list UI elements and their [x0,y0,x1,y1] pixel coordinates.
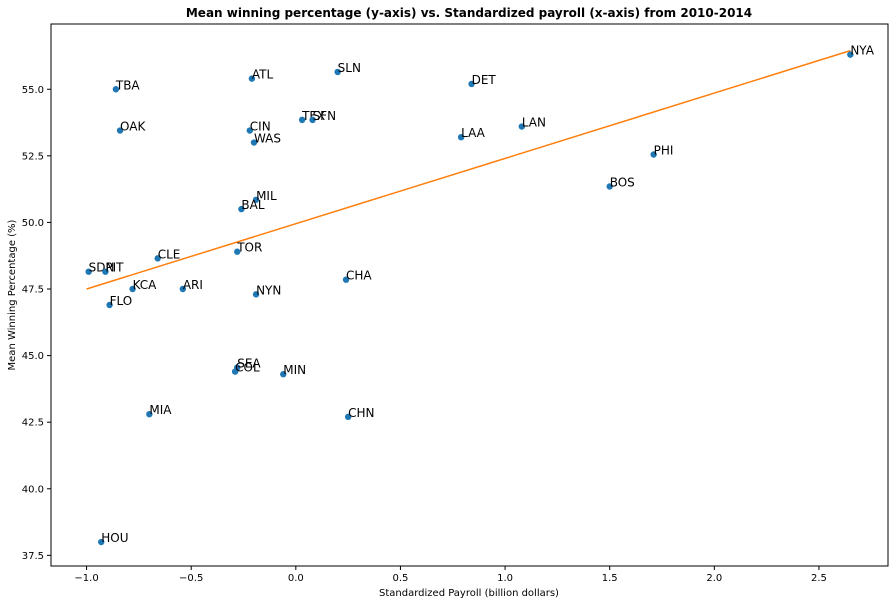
point-label-laa: LAA [461,126,486,140]
point-label-bal: BAL [241,198,264,212]
point-label-lan: LAN [522,116,546,130]
plot-frame [50,23,889,567]
data-point-ari [179,285,187,293]
data-point-nyn [252,291,260,298]
data-point-cle [154,255,161,262]
y-tick-label: 50.0 [22,218,44,229]
data-point-mil [252,196,260,203]
point-label-sea: SEA [237,357,261,371]
data-point-atl [248,75,256,82]
point-label-atl: ATL [252,68,274,82]
point-label-sfn: SFN [313,109,337,123]
point-label-kca: KCA [133,278,158,292]
data-point-flo [106,301,113,309]
data-point-phi [650,151,657,158]
point-label-nyn: NYN [256,283,281,297]
data-point-laa [457,133,465,141]
point-label-mia: MIA [149,403,172,417]
y-tick-label: 37.5 [22,551,44,562]
data-point-kca [129,285,136,293]
data-point-mia [146,410,153,418]
y-axis-title: Mean Winning Percentage (%) [7,219,18,370]
chart-title: Mean winning percentage (y-axis) vs. Sta… [186,6,752,20]
data-point-chn [344,413,352,421]
point-label-hou: HOU [101,531,128,545]
y-tick-label: 40.0 [22,484,44,495]
point-label-oak: OAK [120,120,146,134]
point-label-phi: PHI [654,144,674,158]
x-tick-label: 1.0 [497,573,513,584]
x-tick-label: 1.5 [602,573,618,584]
x-tick-label: 0.5 [392,573,408,584]
data-point-bal [238,205,245,213]
y-tick-label: 47.5 [22,285,44,296]
point-label-chn: CHN [348,406,374,420]
x-tick-label: 2.0 [706,573,722,584]
point-label-was: WAS [254,132,281,146]
data-point-hou [98,538,105,546]
data-point-was [250,139,258,146]
point-label-tex: TEX [301,109,325,123]
y-tick-label: 55.0 [22,85,44,96]
x-tick-label: 2.5 [811,573,827,584]
data-point-min [280,371,287,378]
point-label-tor: TOR [236,241,262,255]
data-point-tba [112,86,120,93]
x-tick-label: −1.0 [74,573,98,584]
data-point-sdn [85,268,92,275]
data-point-cha [342,276,350,283]
data-point-oak [116,127,124,134]
data-point-cin [246,127,253,134]
x-axis-title: Standardized Payroll (billion dollars) [379,588,559,599]
point-label-det: DET [472,73,497,87]
y-tick-label: 45.0 [22,351,44,362]
data-point-pit [102,268,109,275]
y-tick-label: 52.5 [22,151,44,162]
regression-line [86,49,851,290]
point-label-cha: CHA [346,269,372,283]
x-tick-label: −0.5 [179,573,203,584]
data-point-sfn [309,116,316,124]
point-label-cin: CIN [250,120,271,134]
point-label-mil: MIL [256,189,277,203]
point-label-sln: SLN [338,61,361,75]
point-label-nya: NYA [850,44,874,58]
point-label-ari: ARI [183,278,203,292]
point-label-col: COL [235,361,260,375]
point-label-tba: TBA [115,78,141,92]
data-point-lan [518,123,526,130]
point-label-flo: FLO [110,294,133,308]
point-label-cle: CLE [158,247,181,261]
data-point-nya [847,51,854,58]
data-point-det [468,80,475,88]
x-axis-ticks: −1.0 −0.5 0.0 0.5 1.0 1.5 2.0 2.5 [74,566,827,584]
data-point-col [231,368,239,375]
point-label-pit: PIT [105,261,124,275]
point-label-bos: BOS [610,175,635,189]
data-point-bos [606,183,613,190]
y-axis-ticks: 37.5 40.0 42.5 45.0 47.5 50.0 52.5 55.0 [22,85,51,562]
data-point-tor [234,248,241,255]
data-point-tex [298,116,306,124]
point-label-min: MIN [283,363,306,377]
data-point-sln [334,68,341,76]
x-tick-label: 0.0 [288,573,304,584]
y-tick-label: 42.5 [22,418,44,429]
